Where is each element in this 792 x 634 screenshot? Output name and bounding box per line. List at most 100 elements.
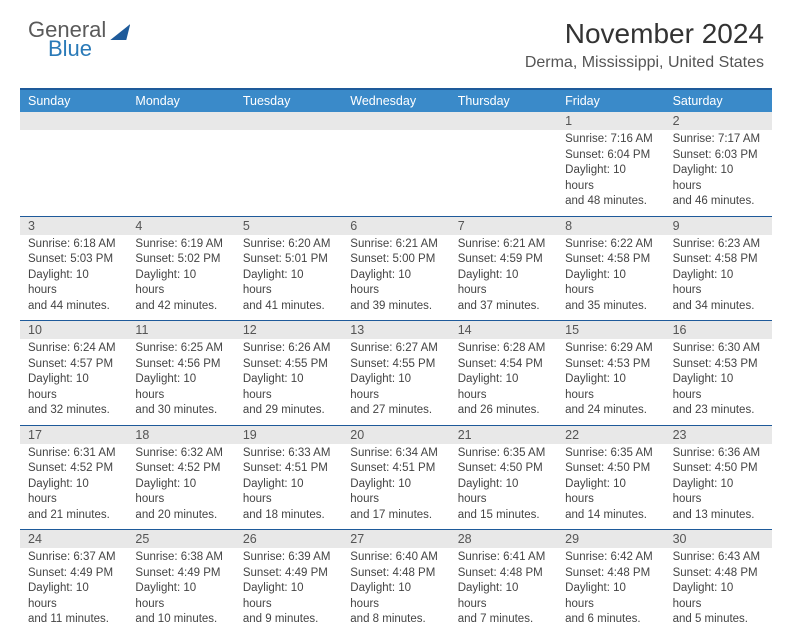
day-line: Daylight: 10 hours	[565, 477, 656, 508]
day-number: 18	[127, 426, 234, 444]
brand-logo: General Blue	[28, 18, 130, 60]
day-line: Sunrise: 6:40 AM	[350, 550, 441, 566]
day-number: 8	[557, 217, 664, 235]
week-cells: Sunrise: 6:37 AM Sunset: 4:49 PM Daylight:…	[20, 548, 772, 634]
day-line: and 44 minutes.	[28, 299, 119, 315]
day-line: Daylight: 10 hours	[458, 268, 549, 299]
month-title: November 2024	[525, 18, 764, 50]
day-line: Daylight: 10 hours	[350, 477, 441, 508]
day-cell	[450, 130, 557, 216]
day-line: Sunrise: 6:43 AM	[673, 550, 764, 566]
day-line: Daylight: 10 hours	[673, 477, 764, 508]
day-line: Sunrise: 6:21 AM	[350, 237, 441, 253]
day-line: Daylight: 10 hours	[350, 581, 441, 612]
day-line: Sunrise: 6:24 AM	[28, 341, 119, 357]
day-line: Sunset: 4:55 PM	[350, 357, 441, 373]
day-line: Sunset: 4:56 PM	[135, 357, 226, 373]
weeks-host: 12Sunrise: 7:16 AMSunset: 6:04 PMDayligh…	[20, 112, 772, 634]
week-nums: 12	[20, 112, 772, 130]
day-line: and 14 minutes.	[565, 508, 656, 524]
day-number: 1	[557, 112, 664, 130]
day-cell: Sunrise: 6:23 AMSunset: 4:58 PMDaylight:…	[665, 235, 772, 321]
day-cell	[20, 130, 127, 216]
day-cell: Sunrise: 6:35 AMSunset: 4:50 PMDaylight:…	[450, 444, 557, 530]
day-line: Sunrise: 6:22 AM	[565, 237, 656, 253]
day-line: and 46 minutes.	[673, 194, 764, 210]
day-number	[342, 112, 449, 130]
day-line: Sunrise: 6:21 AM	[458, 237, 549, 253]
day-line: Sunrise: 6:35 AM	[458, 446, 549, 462]
day-number: 25	[127, 530, 234, 548]
day-line: and 48 minutes.	[565, 194, 656, 210]
day-cell: Sunrise: 6:35 AMSunset: 4:50 PMDaylight:…	[557, 444, 664, 530]
day-number: 19	[235, 426, 342, 444]
day-number: 4	[127, 217, 234, 235]
day-line: Sunrise: 6:37 AM	[28, 550, 119, 566]
dow-sun: Sunday	[20, 90, 127, 112]
day-number	[235, 112, 342, 130]
day-cell: Sunrise: 7:17 AMSunset: 6:03 PMDaylight:…	[665, 130, 772, 216]
day-line: Sunset: 4:49 PM	[243, 566, 334, 582]
day-line: Sunrise: 6:34 AM	[350, 446, 441, 462]
day-line: Sunset: 4:55 PM	[243, 357, 334, 373]
dow-thu: Thursday	[450, 90, 557, 112]
day-line: Sunrise: 6:27 AM	[350, 341, 441, 357]
day-line: Sunset: 4:48 PM	[673, 566, 764, 582]
day-number: 14	[450, 321, 557, 339]
dow-wed: Wednesday	[342, 90, 449, 112]
day-line: Sunrise: 6:41 AM	[458, 550, 549, 566]
day-cell: Sunrise: 6:37 AMSunset: 4:49 PMDaylight:…	[20, 548, 127, 634]
day-line: and 30 minutes.	[135, 403, 226, 419]
day-number: 28	[450, 530, 557, 548]
day-cell: Sunrise: 6:29 AMSunset: 4:53 PMDaylight:…	[557, 339, 664, 425]
day-line: Sunrise: 6:28 AM	[458, 341, 549, 357]
day-cell: Sunrise: 6:40 AMSunset: 4:48 PMDaylight:…	[342, 548, 449, 634]
day-line: Sunrise: 6:42 AM	[565, 550, 656, 566]
day-line: Daylight: 10 hours	[28, 268, 119, 299]
day-cell: Sunrise: 6:20 AMSunset: 5:01 PMDaylight:…	[235, 235, 342, 321]
day-line: Sunset: 5:00 PM	[350, 252, 441, 268]
day-line: Sunset: 4:59 PM	[458, 252, 549, 268]
day-number: 29	[557, 530, 664, 548]
day-line: Sunrise: 6:25 AM	[135, 341, 226, 357]
day-cell: Sunrise: 6:34 AMSunset: 4:51 PMDaylight:…	[342, 444, 449, 530]
day-cell: Sunrise: 6:19 AMSunset: 5:02 PMDaylight:…	[127, 235, 234, 321]
day-line: Sunrise: 6:23 AM	[673, 237, 764, 253]
week-cells: Sunrise: 6:24 AMSunset: 4:57 PMDaylight:…	[20, 339, 772, 425]
day-number: 30	[665, 530, 772, 548]
day-cell: Sunrise: 6:32 AMSunset: 4:52 PMDaylight:…	[127, 444, 234, 530]
day-number: 3	[20, 217, 127, 235]
day-line: Daylight: 10 hours	[458, 581, 549, 612]
day-line: Sunrise: 6:39 AM	[243, 550, 334, 566]
day-line: Sunset: 4:52 PM	[28, 461, 119, 477]
week-nums: 24252627282930	[20, 529, 772, 548]
day-line: and 8 minutes.	[350, 612, 441, 628]
day-cell: Sunrise: 7:16 AMSunset: 6:04 PMDaylight:…	[557, 130, 664, 216]
week-nums: 10111213141516	[20, 320, 772, 339]
day-line: and 15 minutes.	[458, 508, 549, 524]
day-line: Sunrise: 7:17 AM	[673, 132, 764, 148]
page-header: General Blue November 2024 Derma, Missis…	[0, 0, 792, 78]
dow-tue: Tuesday	[235, 90, 342, 112]
day-cell: Sunrise: 6:25 AMSunset: 4:56 PMDaylight:…	[127, 339, 234, 425]
day-line: Sunrise: 6:29 AM	[565, 341, 656, 357]
day-cell: Sunrise: 6:30 AMSunset: 4:53 PMDaylight:…	[665, 339, 772, 425]
day-line: and 41 minutes.	[243, 299, 334, 315]
day-line: Sunrise: 6:18 AM	[28, 237, 119, 253]
day-number: 2	[665, 112, 772, 130]
calendar: Sunday Monday Tuesday Wednesday Thursday…	[20, 88, 772, 634]
day-line: Sunset: 4:49 PM	[135, 566, 226, 582]
day-cell: Sunrise: 6:21 AMSunset: 4:59 PMDaylight:…	[450, 235, 557, 321]
day-number	[450, 112, 557, 130]
day-line: and 37 minutes.	[458, 299, 549, 315]
day-number: 21	[450, 426, 557, 444]
day-line: Daylight: 10 hours	[243, 477, 334, 508]
day-line: Sunset: 5:01 PM	[243, 252, 334, 268]
day-line: Sunrise: 6:32 AM	[135, 446, 226, 462]
day-line: and 9 minutes.	[243, 612, 334, 628]
day-line: Daylight: 10 hours	[673, 581, 764, 612]
day-line: and 7 minutes.	[458, 612, 549, 628]
day-line: Sunrise: 6:33 AM	[243, 446, 334, 462]
day-line: and 17 minutes.	[350, 508, 441, 524]
day-cell	[342, 130, 449, 216]
